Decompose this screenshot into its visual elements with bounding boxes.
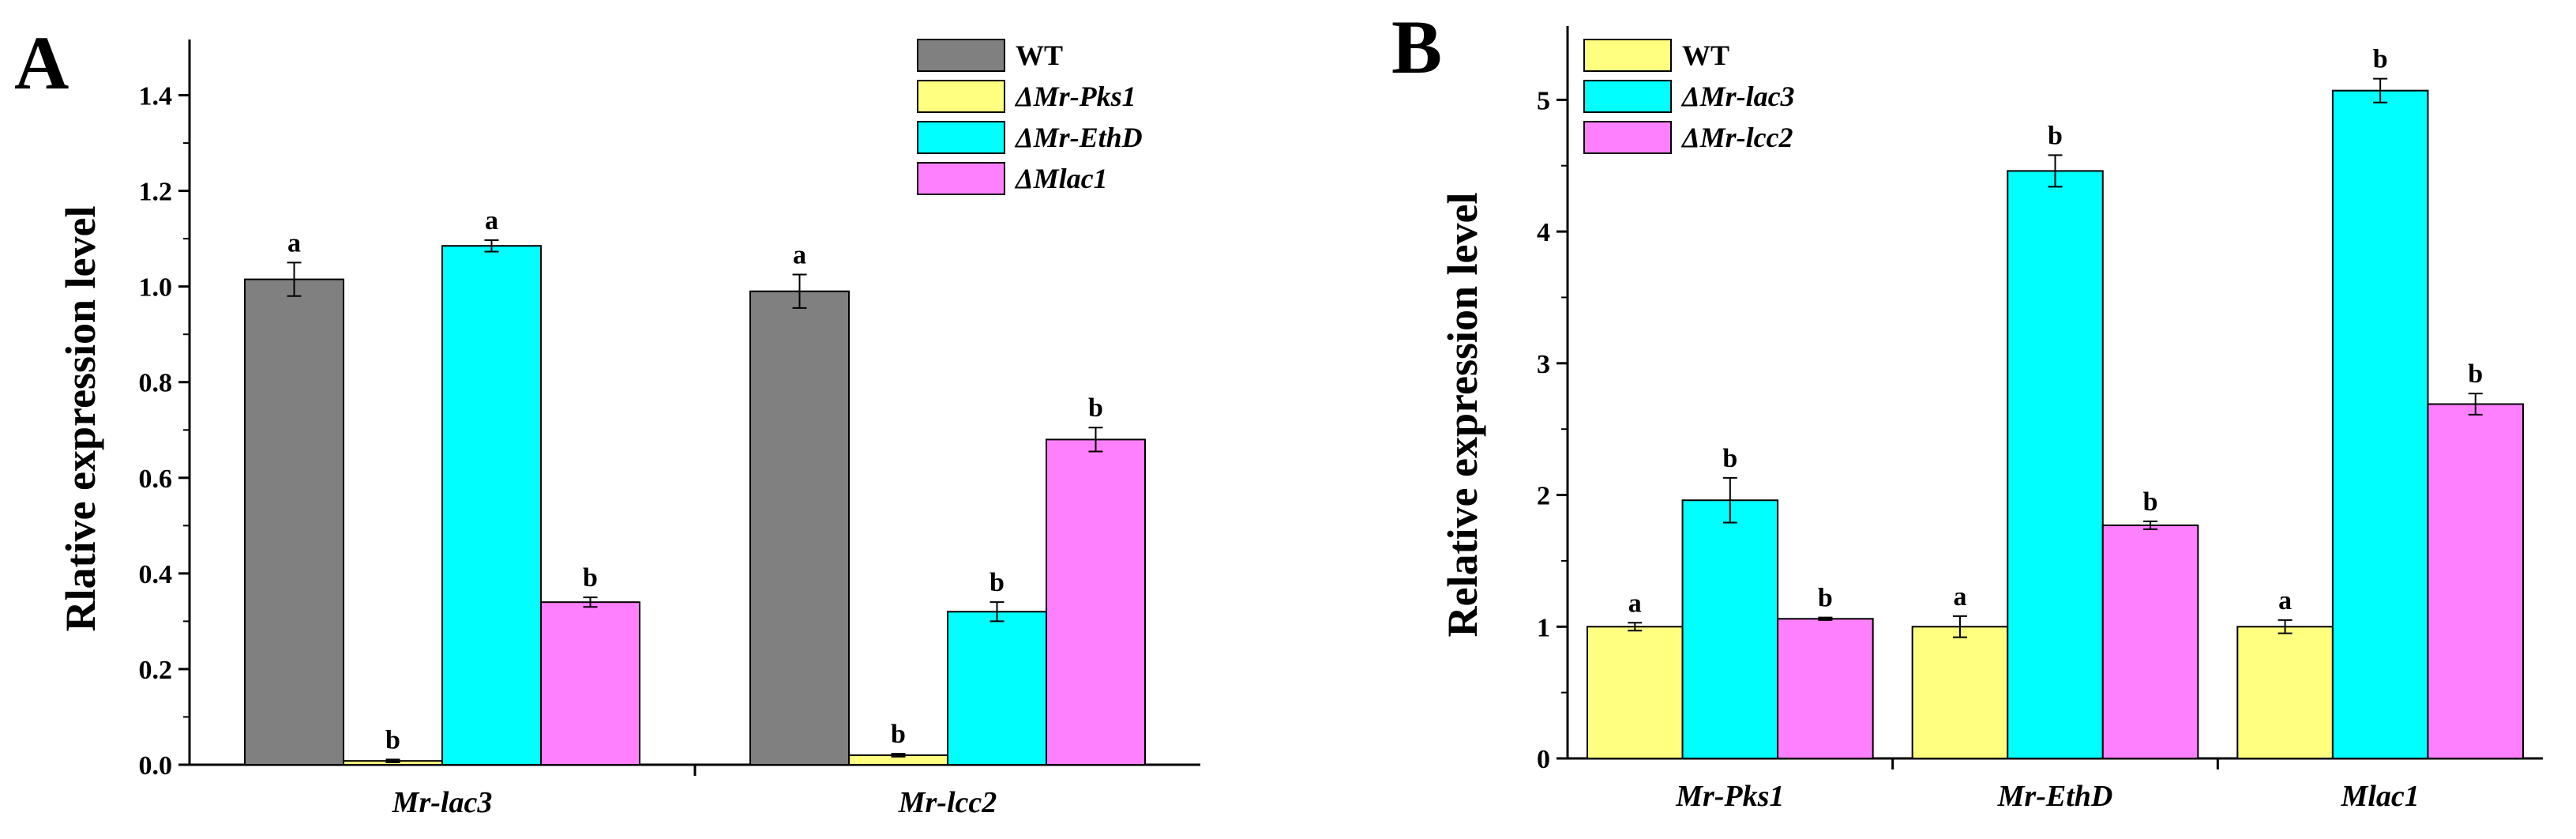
panel-a-significance-label: b <box>1088 393 1103 423</box>
panel-a-bar <box>749 290 850 766</box>
panel-b-legend-swatch <box>1583 80 1672 113</box>
panel-b-significance-label: b <box>1818 584 1833 613</box>
panel-a-significance-label: b <box>891 720 906 749</box>
panel-a-significance-label: a <box>793 241 806 270</box>
panel-a-category-label: Mr-lac3 <box>392 786 493 819</box>
panel-a-legend-swatch <box>917 121 1005 154</box>
panel-a-legend-swatch <box>917 162 1005 195</box>
panel-a-y-tick-label: 0.0 <box>139 751 173 781</box>
panel-b-category-label: Mr-Pks1 <box>1675 780 1784 813</box>
panel-a-significance-label: b <box>385 725 400 754</box>
panel-a-bar <box>1046 438 1146 766</box>
panel-b-y-axis-title: Relative expression level <box>1439 193 1486 638</box>
panel-a-y-tick-label: 0.4 <box>139 560 173 589</box>
panel-a-legend-label: ΔMr-EthD <box>1014 122 1143 153</box>
panel-b-bar <box>1587 626 1684 759</box>
panel-b-bar <box>1681 499 1779 759</box>
panel-a-y-axis-title: Rlative expression level <box>57 206 104 632</box>
panel-a-y-tick-label: 0.6 <box>139 465 173 494</box>
panel-b-significance-label: b <box>2048 121 2063 150</box>
panel-a-y-tick-label: 1.2 <box>139 178 173 207</box>
panel-a-significance-label: a <box>287 228 301 258</box>
panel-a-bar <box>540 601 640 766</box>
panel-b: B Relative expression level 0 1 2 3 4 5 Mr-Pks… <box>1391 5 2543 813</box>
panel-a-significance-label: a <box>485 206 498 235</box>
panel-a: A Rlative expression level 0.00.20.40.60… <box>14 21 1200 819</box>
panel-b-y-tick-label: 5 <box>1537 86 1550 115</box>
panel-a-letter: A <box>14 21 69 105</box>
panel-b-y-tick-label: 4 <box>1537 218 1550 247</box>
panel-b-y-tick-label: 2 <box>1537 482 1550 511</box>
panel-a-legend-swatch <box>917 39 1005 72</box>
panel-b-significance-label: b <box>2143 487 2158 517</box>
panel-a-legend-label: WT <box>1016 40 1063 71</box>
panel-a-y-tick-label: 0.2 <box>139 656 173 685</box>
panel-a-plot: 0.0 0.2 0.4 0.6 0.8 1.0 1.2 1.4 Mr-lac3 Mr-lcc2 a a… <box>139 39 1200 819</box>
panel-a-legend-label: ΔMr-Pks1 <box>1014 81 1136 112</box>
panel-b-significance-label: b <box>2373 45 2388 74</box>
panel-a-y-tick-label: 0.8 <box>139 369 173 398</box>
panel-a-legend-swatch <box>917 80 1005 113</box>
panel-b-plot: 0 1 2 3 4 5 Mr-Pks1 Mr-EthD Mlac1 a a a b b b b b b WT ΔMr-… <box>1537 26 2543 813</box>
panel-b-bar <box>2101 524 2199 759</box>
panel-b-significance-label: a <box>1953 582 1966 611</box>
panel-b-y-tick-label: 0 <box>1537 745 1550 774</box>
panel-a-y-tick-label: 1.4 <box>139 82 173 111</box>
panel-b-category-label: Mr-EthD <box>1997 780 2113 813</box>
panel-a-category-label: Mr-lcc2 <box>898 786 997 819</box>
panel-a-bar <box>947 611 1047 766</box>
panel-b-significance-label: b <box>2468 359 2483 389</box>
panel-a-bar <box>244 278 344 766</box>
panel-b-significance-label: a <box>2278 586 2292 615</box>
panel-b-letter: B <box>1391 5 1442 89</box>
panel-b-significance-label: b <box>1722 444 1737 473</box>
panel-a-legend-label: ΔMlac1 <box>1014 163 1108 194</box>
panel-b-legend-swatch <box>1583 39 1672 72</box>
panel-b-bar <box>2007 170 2104 759</box>
panel-b-category-label: Mlac1 <box>2341 780 2420 813</box>
panel-b-bar <box>2236 626 2334 759</box>
panel-b-y-tick-label: 3 <box>1537 350 1550 379</box>
panel-b-bar <box>2427 403 2524 759</box>
panel-b-bar <box>2331 89 2429 759</box>
panel-a-bar <box>441 245 542 766</box>
panel-b-legend-label: ΔMr-lac3 <box>1680 81 1795 112</box>
panel-b-bar <box>1777 618 1874 760</box>
panel-b-legend-label: ΔMr-lcc2 <box>1680 122 1793 153</box>
panel-b-bar <box>1911 626 2009 759</box>
panel-a-significance-label: b <box>989 568 1004 597</box>
panel-b-y-tick-label: 1 <box>1537 613 1550 642</box>
panel-a-y-tick-label: 1.0 <box>139 273 173 303</box>
panel-b-significance-label: a <box>1628 589 1642 618</box>
panel-b-legend-label: WT <box>1682 40 1729 71</box>
panel-b-legend-swatch <box>1583 121 1672 154</box>
panel-a-significance-label: b <box>583 563 598 593</box>
